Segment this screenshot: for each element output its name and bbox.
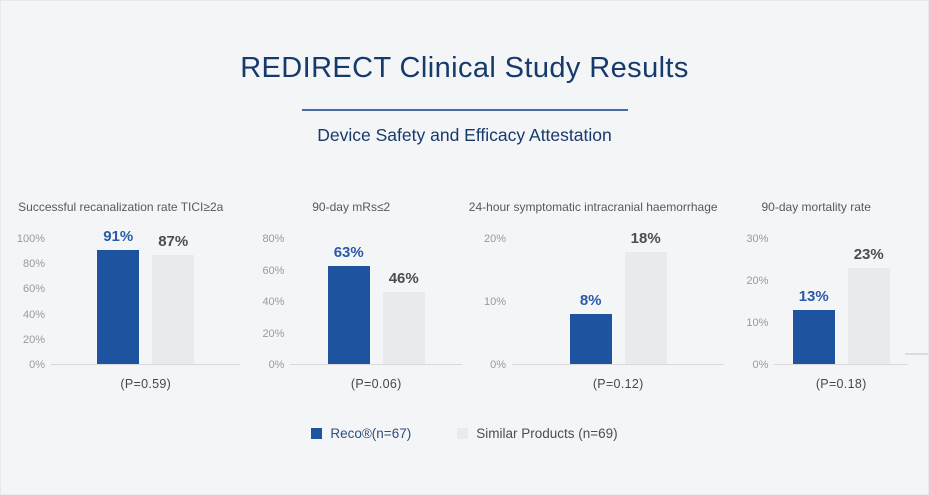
chart-panel-1: Successful recanalization rate TICI≥2a 10… bbox=[1, 199, 241, 391]
title-divider bbox=[301, 109, 628, 111]
p-value-label: (P=0.06) bbox=[350, 377, 402, 391]
legend-swatch-blue bbox=[311, 428, 323, 439]
bars-area: 91% 87% bbox=[51, 228, 241, 365]
bars-area: 8% 18% bbox=[511, 230, 725, 365]
plot-area: 80% 60% 40% 20% 0% 63% 46% bbox=[240, 233, 462, 371]
chart-title: 24-hour symptomatic intracranial haemorr… bbox=[468, 200, 718, 214]
page-title: REDIRECT Clinical Study Results bbox=[240, 52, 689, 84]
legend-item-reco: Reco®(n=67) bbox=[311, 426, 411, 441]
y-axis: 100% 80% 60% 40% 20% 0% bbox=[1, 233, 51, 371]
y-tick-label: 40% bbox=[22, 308, 45, 321]
page-subtitle: Device Safety and Efficacy Attestation bbox=[317, 125, 612, 145]
bar-value-label: 46% bbox=[388, 270, 419, 288]
legend: Reco®(n=67) Similar Products (n=69) bbox=[1, 426, 928, 441]
y-tick-label: 100% bbox=[16, 233, 45, 245]
bar-reco: 63% bbox=[327, 244, 370, 364]
bar-reco: 13% bbox=[792, 288, 835, 364]
header: REDIRECT Clinical Study Results Device S… bbox=[1, 1, 928, 146]
y-tick-label: 0% bbox=[490, 359, 506, 371]
clipped-axis-fragment bbox=[905, 353, 928, 355]
chart-panel-2: 90-day mRs≤2 80% 60% 40% 20% 0% 63% 46% (P=0.06) bbox=[240, 199, 462, 391]
y-tick-label: 0% bbox=[268, 359, 285, 371]
y-tick-label: 10% bbox=[483, 296, 506, 308]
bars-area: 13% 23% bbox=[774, 239, 908, 365]
y-tick-label: 10% bbox=[746, 317, 769, 329]
bar-similar-products: 87% bbox=[152, 233, 195, 364]
plot-area: 30% 20% 10% 0% 13% 23% bbox=[724, 233, 908, 371]
legend-item-similar-products: Similar Products (n=69) bbox=[457, 426, 618, 441]
chart-panel-4: 90-day mortality rate 30% 20% 10% 0% 13% 23% (P… bbox=[724, 199, 928, 391]
y-tick-label: 20% bbox=[483, 233, 506, 245]
y-axis: 30% 20% 10% 0% bbox=[724, 233, 774, 371]
y-tick-label: 0% bbox=[752, 359, 769, 371]
bar-similar-products: 23% bbox=[847, 246, 890, 364]
p-value-label: (P=0.18) bbox=[815, 377, 867, 391]
y-axis: 20% 10% 0% bbox=[462, 233, 512, 371]
bar-value-label: 13% bbox=[798, 287, 829, 305]
y-tick-label: 80% bbox=[262, 233, 285, 245]
y-tick-label: 0% bbox=[29, 359, 45, 371]
bar-value-label: 23% bbox=[853, 246, 884, 264]
y-tick-label: 60% bbox=[22, 283, 45, 296]
bar-value-label: 8% bbox=[579, 292, 602, 309]
legend-label-similar-products: Similar Products (n=69) bbox=[476, 426, 618, 441]
y-axis: 80% 60% 40% 20% 0% bbox=[240, 233, 290, 371]
y-tick-label: 20% bbox=[22, 333, 45, 346]
y-tick-label: 40% bbox=[262, 296, 285, 308]
charts-row: Successful recanalization rate TICI≥2a 10… bbox=[1, 199, 928, 391]
y-tick-label: 30% bbox=[746, 233, 769, 245]
p-value-label: (P=0.59) bbox=[120, 377, 172, 391]
bar-value-label: 18% bbox=[630, 229, 661, 247]
y-tick-label: 80% bbox=[22, 258, 45, 271]
bar-similar-products: 46% bbox=[382, 270, 425, 364]
bar-value-label: 91% bbox=[103, 228, 134, 246]
bar-similar-products: 18% bbox=[624, 230, 667, 364]
plot-area: 100% 80% 60% 40% 20% 0% 91% 87% bbox=[1, 228, 241, 371]
legend-label-reco: Reco®(n=67) bbox=[330, 426, 412, 441]
p-value-label: (P=0.12) bbox=[592, 377, 644, 391]
legend-swatch-gray bbox=[457, 428, 469, 439]
bar-reco: 8% bbox=[569, 292, 612, 364]
chart-title: 90-day mortality rate bbox=[761, 200, 871, 214]
chart-panel-3: 24-hour symptomatic intracranial haemorr… bbox=[462, 199, 725, 391]
chart-title: 90-day mRs≤2 bbox=[312, 200, 391, 214]
bar-reco: 91% bbox=[97, 228, 140, 364]
y-tick-label: 20% bbox=[746, 275, 769, 287]
y-tick-label: 20% bbox=[262, 327, 285, 340]
bar-value-label: 63% bbox=[333, 243, 364, 261]
y-tick-label: 60% bbox=[262, 264, 285, 277]
plot-area: 20% 10% 0% 8% 18% bbox=[462, 230, 725, 371]
bar-value-label: 87% bbox=[158, 233, 189, 251]
bars-area: 63% 46% bbox=[290, 239, 462, 365]
chart-title: Successful recanalization rate TICI≥2a bbox=[18, 200, 224, 214]
